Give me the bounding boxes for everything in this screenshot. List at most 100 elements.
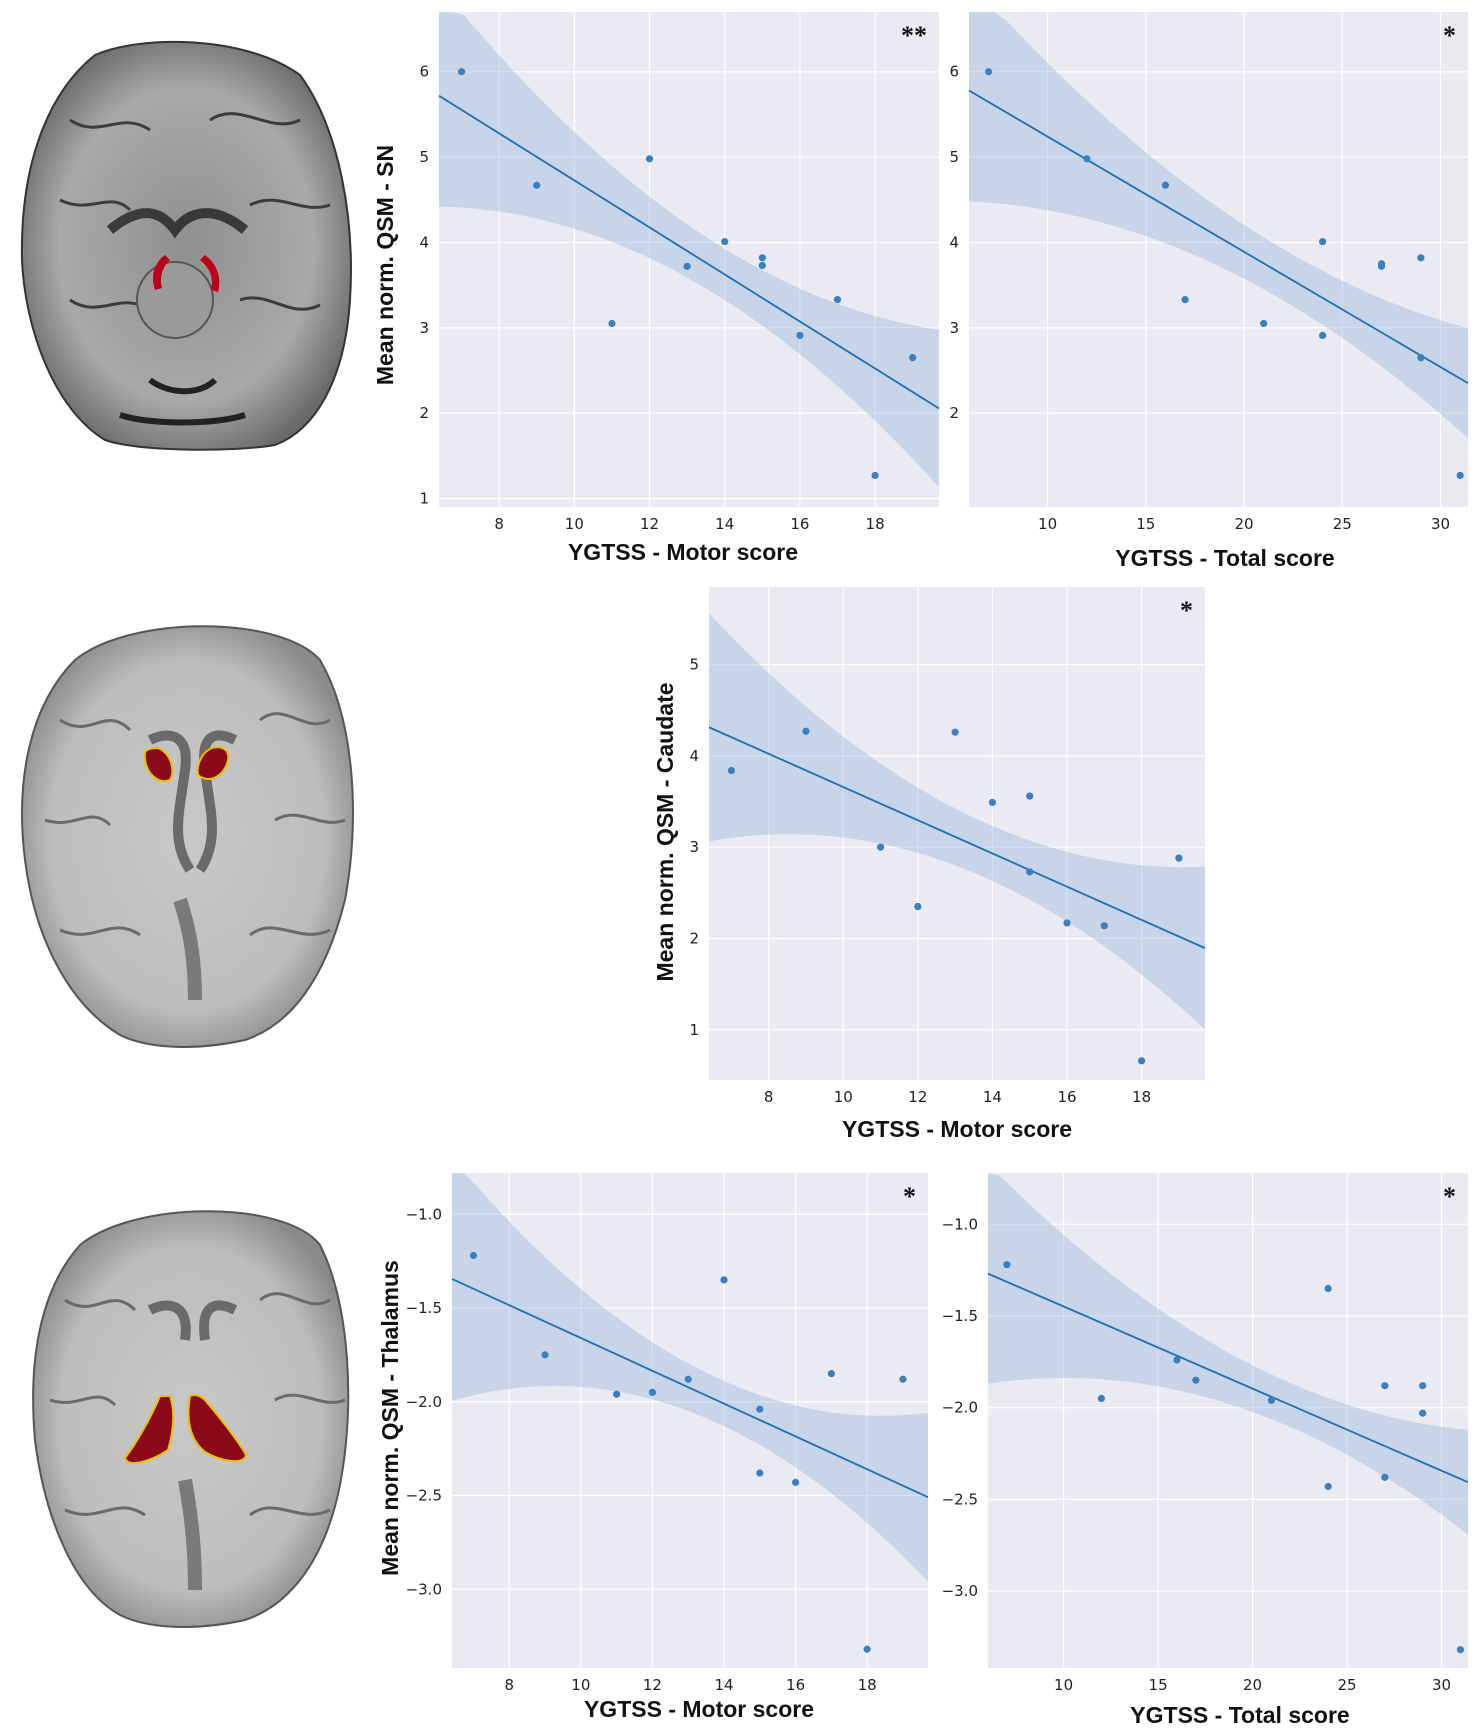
y-tick-label: 6	[949, 63, 959, 81]
data-point	[1381, 1382, 1389, 1390]
data-point	[1260, 319, 1268, 328]
significance-marker: *	[1443, 1182, 1456, 1211]
x-tick-label: 16	[786, 1676, 805, 1694]
data-point	[863, 1645, 871, 1653]
xlabel-caudate-motor: YGTSS - Motor score	[842, 1116, 1072, 1142]
y-tick-label: −3.0	[406, 1580, 442, 1598]
data-point	[1173, 1356, 1181, 1364]
x-tick-label: 10	[1054, 1676, 1073, 1694]
data-point	[1097, 1394, 1105, 1403]
data-point	[1324, 1284, 1332, 1293]
y-tick-label: −1.5	[942, 1307, 978, 1325]
ylabel-caudate: Mean norm. QSM - Caudate	[652, 682, 678, 981]
y-tick-label: 5	[949, 148, 959, 166]
data-point	[909, 354, 917, 362]
confidence-band	[709, 613, 1205, 1030]
y-tick-label: −1.0	[406, 1205, 442, 1223]
x-tick-label: 14	[714, 1676, 733, 1694]
x-tick-label: 10	[571, 1676, 590, 1694]
plot-area	[988, 1173, 1468, 1668]
x-tick-label: 14	[715, 515, 734, 533]
ylabel-thalamus: Mean norm. QSM - Thalamus	[377, 1260, 403, 1576]
y-tick-label: 4	[689, 747, 699, 765]
data-point	[645, 155, 654, 163]
x-tick-label: 16	[1057, 1088, 1076, 1106]
plot-area	[969, 12, 1468, 507]
xlabel-thalamus-total: YGTSS - Total score	[1130, 1702, 1349, 1728]
significance-marker: **	[901, 21, 927, 50]
roi-caudate-right	[196, 746, 230, 780]
plot-area	[439, 12, 939, 507]
x-tick-label: 16	[790, 515, 809, 533]
x-tick-label: 18	[1132, 1088, 1151, 1106]
y-tick-label: 2	[949, 404, 959, 422]
data-point	[683, 262, 691, 270]
confidence-band	[439, 12, 939, 488]
data-point	[457, 68, 466, 76]
y-tick-label: 3	[689, 838, 699, 856]
data-point	[1381, 1473, 1389, 1481]
brain-image-sn	[20, 40, 352, 451]
data-point	[1417, 254, 1425, 262]
data-point	[1026, 792, 1034, 800]
significance-marker: *	[1443, 21, 1456, 50]
data-point	[1456, 1646, 1465, 1654]
x-tick-label: 25	[1338, 1676, 1357, 1694]
x-tick-label: 20	[1234, 515, 1253, 533]
y-tick-label: −2.5	[942, 1490, 978, 1508]
regression-line	[451, 1278, 929, 1498]
data-point	[758, 254, 766, 262]
x-tick-label: 8	[494, 515, 504, 533]
roi-caudate-left	[143, 746, 174, 783]
data-point	[876, 843, 885, 851]
x-tick-label: 8	[504, 1676, 514, 1694]
y-tick-label: 1	[689, 1021, 699, 1039]
plot-area	[709, 587, 1205, 1080]
y-tick-label: 3	[949, 319, 959, 337]
x-tick-label: 20	[1243, 1676, 1262, 1694]
data-point	[985, 68, 993, 76]
x-tick-label: 10	[834, 1088, 853, 1106]
data-point	[533, 181, 541, 189]
y-tick-label: 1	[419, 489, 429, 507]
data-point	[684, 1375, 692, 1383]
y-tick-label: 3	[419, 319, 429, 337]
data-point	[988, 798, 997, 807]
xlabel-sn-total: YGTSS - Total score	[1115, 545, 1334, 571]
x-tick-label: 18	[858, 1676, 877, 1694]
significance-marker: *	[1180, 596, 1193, 625]
data-point	[1377, 262, 1386, 270]
data-point	[721, 237, 729, 246]
data-point	[796, 331, 804, 340]
data-point	[1456, 471, 1464, 480]
data-point	[756, 1405, 764, 1413]
data-point	[1175, 854, 1183, 862]
data-point	[1083, 155, 1091, 163]
brain-image-thalamus	[32, 1210, 350, 1628]
data-point	[914, 902, 922, 911]
data-point	[469, 1251, 478, 1260]
data-point	[1063, 919, 1071, 927]
regression-line	[987, 1272, 1469, 1484]
data-point	[720, 1276, 728, 1284]
data-point	[1319, 331, 1327, 340]
data-point	[791, 1478, 800, 1486]
x-tick-label: 10	[1038, 515, 1057, 533]
data-point	[1181, 296, 1189, 304]
x-tick-label: 14	[983, 1088, 1002, 1106]
data-point	[1192, 1376, 1200, 1384]
y-tick-label: 4	[419, 233, 429, 251]
ylabel-sn: Mean norm. QSM - SN	[372, 145, 398, 385]
y-tick-label: 5	[689, 656, 699, 674]
data-point	[951, 728, 959, 736]
significance-marker: *	[903, 1182, 916, 1211]
y-tick-label: −1.0	[942, 1215, 978, 1233]
data-point	[1100, 922, 1108, 930]
y-tick-label: 6	[419, 63, 429, 81]
x-tick-label: 25	[1333, 515, 1352, 533]
data-point	[1267, 1396, 1276, 1404]
data-point	[871, 471, 879, 480]
